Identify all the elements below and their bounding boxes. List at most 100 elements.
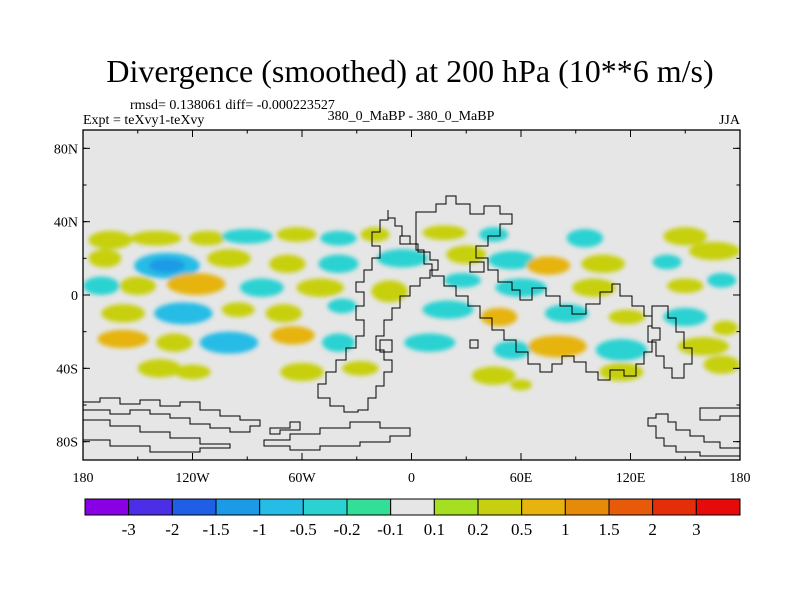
field-blob-59 — [471, 366, 516, 385]
continent-outline — [83, 419, 231, 453]
colorbar: -3 -2 -1.5 -1 -0.5 -0.2 -0.1 0.1 0.2 0.5 1 1.5 2 3 — [84, 498, 741, 539]
field-core-40 — [489, 311, 510, 323]
x-tick-label: 60W — [288, 471, 316, 486]
field-blob-61 — [703, 355, 740, 374]
colorbar-label: -0.5 — [290, 520, 317, 539]
continent-outline — [263, 421, 411, 451]
colorbar-label: -1.5 — [203, 520, 230, 539]
colorbar-label: 1.5 — [598, 520, 619, 539]
continent-outline — [269, 421, 301, 435]
field-blob-9 — [566, 229, 604, 248]
field-blob-44 — [712, 320, 739, 336]
field-blob-22 — [688, 241, 740, 261]
field-core-52 — [541, 340, 574, 353]
field-blob-53 — [595, 339, 647, 361]
field-blob-11 — [88, 249, 122, 268]
colorbar-label: 0.2 — [467, 520, 488, 539]
field-blob-62 — [510, 379, 532, 391]
field-core-47 — [212, 336, 246, 349]
colorbar-box — [302, 498, 348, 516]
continent-outline — [379, 339, 393, 353]
colorbar-box — [652, 498, 697, 516]
x-tick-label: 60E — [510, 471, 533, 486]
x-tick-label: 180 — [73, 471, 94, 486]
field-blob-15 — [318, 254, 359, 273]
field-blob-46 — [156, 333, 193, 352]
plot-background — [83, 130, 740, 460]
y-tick-label: 0 — [71, 289, 78, 304]
colorbar-box — [128, 498, 173, 516]
experiment-label: Expt = teXvy1-teXvy — [83, 113, 204, 128]
continent-outline — [699, 407, 740, 421]
continent-outline — [317, 210, 439, 413]
field-core-45 — [109, 333, 138, 345]
colorbar-label: 3 — [692, 520, 701, 539]
field-blob-34 — [101, 304, 146, 323]
colorbar-box — [564, 498, 610, 516]
y-tick-label: 40S — [56, 362, 78, 377]
field-blob-30 — [495, 278, 547, 297]
chart-title: Divergence (smoothed) at 200 hPa (10**6 … — [106, 53, 713, 89]
continent-outline — [399, 235, 411, 245]
field-blob-0 — [88, 230, 133, 250]
field-blob-39 — [422, 300, 474, 319]
field-blob-18 — [488, 250, 536, 270]
field-blob-16 — [376, 249, 428, 268]
field-blob-6 — [360, 227, 390, 242]
colorbar-box — [84, 498, 130, 516]
field-blob-28 — [371, 280, 408, 303]
colorbar-label: 1 — [561, 520, 570, 539]
y-tick-label: 80S — [56, 436, 78, 451]
colorbar-box — [215, 498, 261, 516]
field-core-25 — [180, 277, 213, 291]
x-tick-label: 180 — [730, 471, 751, 486]
field-blob-2 — [188, 230, 226, 246]
field-core-35 — [167, 307, 200, 320]
continent-outline — [469, 339, 479, 349]
axis-ticks: 180 120W 60W 0 60E 120E 180 80N 40N 0 40S 80S — [54, 130, 751, 486]
colorbar-label: 2 — [648, 520, 657, 539]
colorbar-box — [433, 498, 479, 516]
field-blob-54 — [677, 337, 730, 356]
field-blob-29 — [444, 273, 481, 288]
field-blob-24 — [119, 276, 156, 296]
colorbar-box — [390, 498, 435, 516]
field-blob-57 — [280, 362, 324, 382]
y-tick-label: 80N — [54, 142, 78, 157]
field-blob-33 — [707, 273, 737, 288]
colorbar-label: 0.5 — [511, 520, 532, 539]
x-tick-label: 0 — [408, 471, 415, 486]
colorbar-box — [521, 498, 566, 516]
colorbar-box — [695, 498, 741, 516]
field-blob-36 — [221, 302, 255, 317]
colorbar-label: -2 — [165, 520, 179, 539]
divergence-field — [83, 225, 740, 391]
field-blob-21 — [652, 254, 682, 270]
field-blob-50 — [404, 333, 456, 352]
field-blob-7 — [422, 225, 467, 241]
field-blob-31 — [572, 278, 616, 297]
field-core-19 — [536, 260, 561, 271]
field-blob-13 — [207, 249, 251, 268]
colorbar-label: 0.1 — [424, 520, 445, 539]
continent-outline — [647, 413, 740, 457]
continent-outline — [647, 305, 693, 379]
field-blob-26 — [239, 278, 284, 297]
season-label: JJA — [719, 113, 741, 128]
colorbar-label: -0.2 — [334, 520, 361, 539]
field-blob-56 — [174, 364, 211, 380]
field-blob-55 — [137, 359, 182, 378]
colorbar-label: -1 — [253, 520, 267, 539]
field-blob-60 — [599, 362, 644, 382]
field-blob-43 — [663, 307, 708, 327]
continent-outline — [415, 195, 661, 381]
x-tick-label: 120E — [616, 471, 646, 486]
colorbar-box — [171, 498, 217, 516]
colorbar-box — [346, 498, 392, 516]
field-blob-5 — [320, 230, 357, 246]
field-blob-32 — [667, 278, 704, 294]
colorbar-label: -0.1 — [377, 520, 404, 539]
field-blob-20 — [581, 254, 626, 273]
field-blob-58 — [342, 361, 379, 376]
stats-line: rmsd= 0.138061 diff= -0.000223527 — [130, 98, 335, 113]
